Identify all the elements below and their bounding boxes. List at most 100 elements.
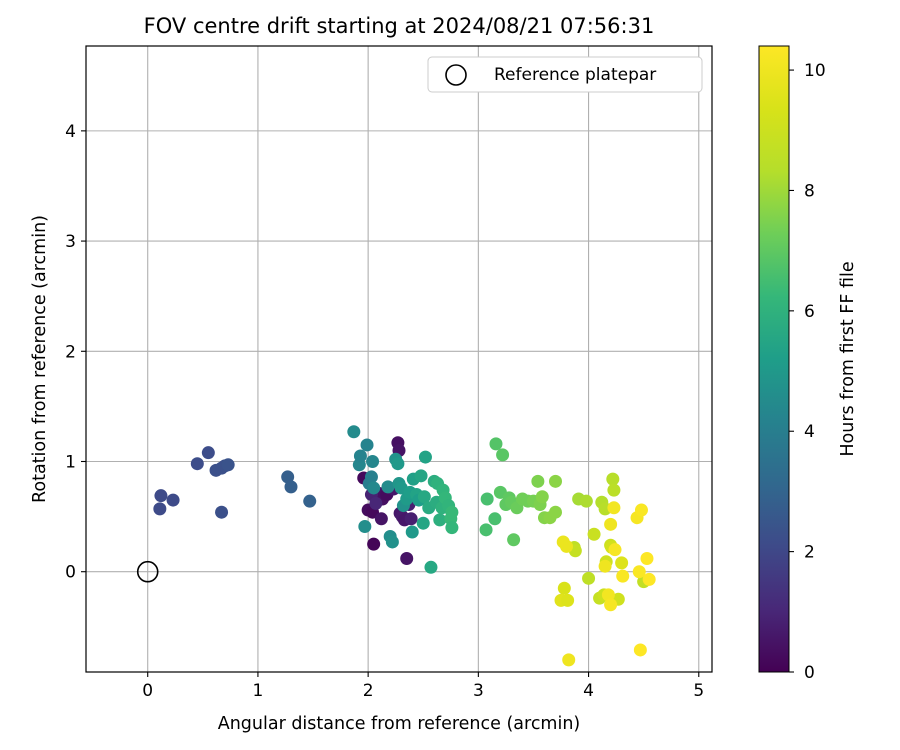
data-point (347, 425, 361, 439)
plot-area-frame (85, 45, 713, 673)
colorbar-ticks: 0 2 4 6 8 10 (789, 61, 826, 683)
data-point (607, 483, 621, 497)
legend-frame (427, 56, 703, 93)
data-point (190, 457, 204, 471)
legend-marker-reference (445, 64, 467, 86)
x-tick-label: 1 (253, 681, 264, 701)
colorbar-tick-label: 10 (804, 61, 826, 81)
data-point (284, 480, 298, 494)
x-tick-label: 4 (583, 681, 594, 701)
chart-title: FOV centre drift starting at 2024/08/21 … (144, 14, 655, 38)
data-point (201, 446, 215, 460)
data-point (480, 492, 494, 506)
data-point (367, 537, 381, 551)
data-point (369, 496, 383, 510)
data-point (391, 457, 405, 471)
data-point (616, 569, 630, 583)
colorbar-tick-label: 8 (804, 181, 815, 201)
data-points (153, 425, 656, 667)
grid-lines (86, 46, 712, 672)
data-point (400, 551, 414, 565)
data-point (606, 472, 620, 486)
data-point (385, 535, 399, 549)
data-point (221, 458, 235, 472)
data-point (405, 525, 419, 539)
data-point (445, 505, 459, 519)
data-point (364, 470, 378, 484)
y-axis-label: Rotation from reference (arcmin) (30, 215, 50, 503)
data-point (632, 565, 646, 579)
y-tick-label: 0 (65, 563, 76, 583)
colorbar-tick-label: 2 (804, 543, 815, 563)
data-point (549, 505, 562, 519)
data-point (154, 489, 168, 503)
data-point (615, 556, 629, 570)
colorbar-gradient (758, 45, 790, 673)
data-point (549, 474, 562, 488)
data-point (414, 469, 428, 483)
y-axis-ticks: 0 1 2 3 4 (65, 122, 86, 583)
x-axis-ticks: 0 1 2 3 4 5 (142, 672, 704, 701)
data-point (642, 572, 656, 586)
data-point (488, 512, 502, 526)
data-point (601, 588, 615, 602)
colorbar: 0 2 4 6 8 10 Hours from first FF file (758, 45, 858, 683)
data-point (604, 598, 618, 612)
data-point (360, 438, 374, 452)
data-point (281, 470, 295, 484)
data-point (634, 503, 648, 517)
data-point (557, 581, 571, 595)
y-tick-label: 4 (65, 122, 76, 142)
data-point (640, 551, 654, 565)
data-point (579, 494, 593, 508)
data-point (358, 520, 372, 534)
colorbar-tick-label: 6 (804, 302, 815, 322)
y-tick-label: 3 (65, 232, 76, 252)
data-point (489, 437, 503, 451)
data-point (367, 481, 381, 495)
data-point (479, 523, 493, 537)
data-point (166, 493, 180, 507)
x-tick-label: 2 (363, 681, 374, 701)
data-point (418, 450, 432, 464)
data-point (215, 505, 229, 519)
x-tick-label: 0 (142, 681, 153, 701)
data-point (404, 512, 418, 526)
legend-label-reference: Reference platepar (494, 65, 656, 85)
data-point (608, 543, 622, 557)
x-tick-label: 5 (693, 681, 704, 701)
data-point (535, 490, 549, 504)
data-point (374, 512, 388, 526)
data-point (416, 516, 430, 530)
colorbar-label: Hours from first FF file (838, 261, 858, 456)
data-point (582, 571, 596, 585)
data-point (496, 448, 510, 462)
data-point (562, 653, 576, 667)
reference-platepar-marker (136, 560, 159, 583)
data-point (424, 560, 438, 574)
data-point (604, 517, 618, 531)
data-point (381, 480, 395, 494)
data-point (153, 502, 167, 516)
x-tick-label: 3 (473, 681, 484, 701)
data-point (561, 593, 575, 607)
data-point (633, 643, 647, 657)
y-tick-label: 2 (65, 342, 76, 362)
data-point (607, 501, 621, 515)
data-point (587, 527, 601, 541)
data-point (417, 490, 431, 504)
data-point (560, 539, 574, 553)
data-point (507, 533, 521, 547)
data-point (598, 559, 612, 573)
reference-marker-group (136, 560, 159, 583)
data-point (303, 494, 317, 508)
data-point (366, 454, 380, 468)
colorbar-tick-label: 4 (804, 422, 815, 442)
data-point (353, 449, 367, 463)
colorbar-tick-label: 0 (804, 663, 815, 683)
x-axis-label: Angular distance from reference (arcmin) (218, 714, 581, 734)
data-point (445, 521, 459, 535)
data-point (433, 513, 447, 527)
